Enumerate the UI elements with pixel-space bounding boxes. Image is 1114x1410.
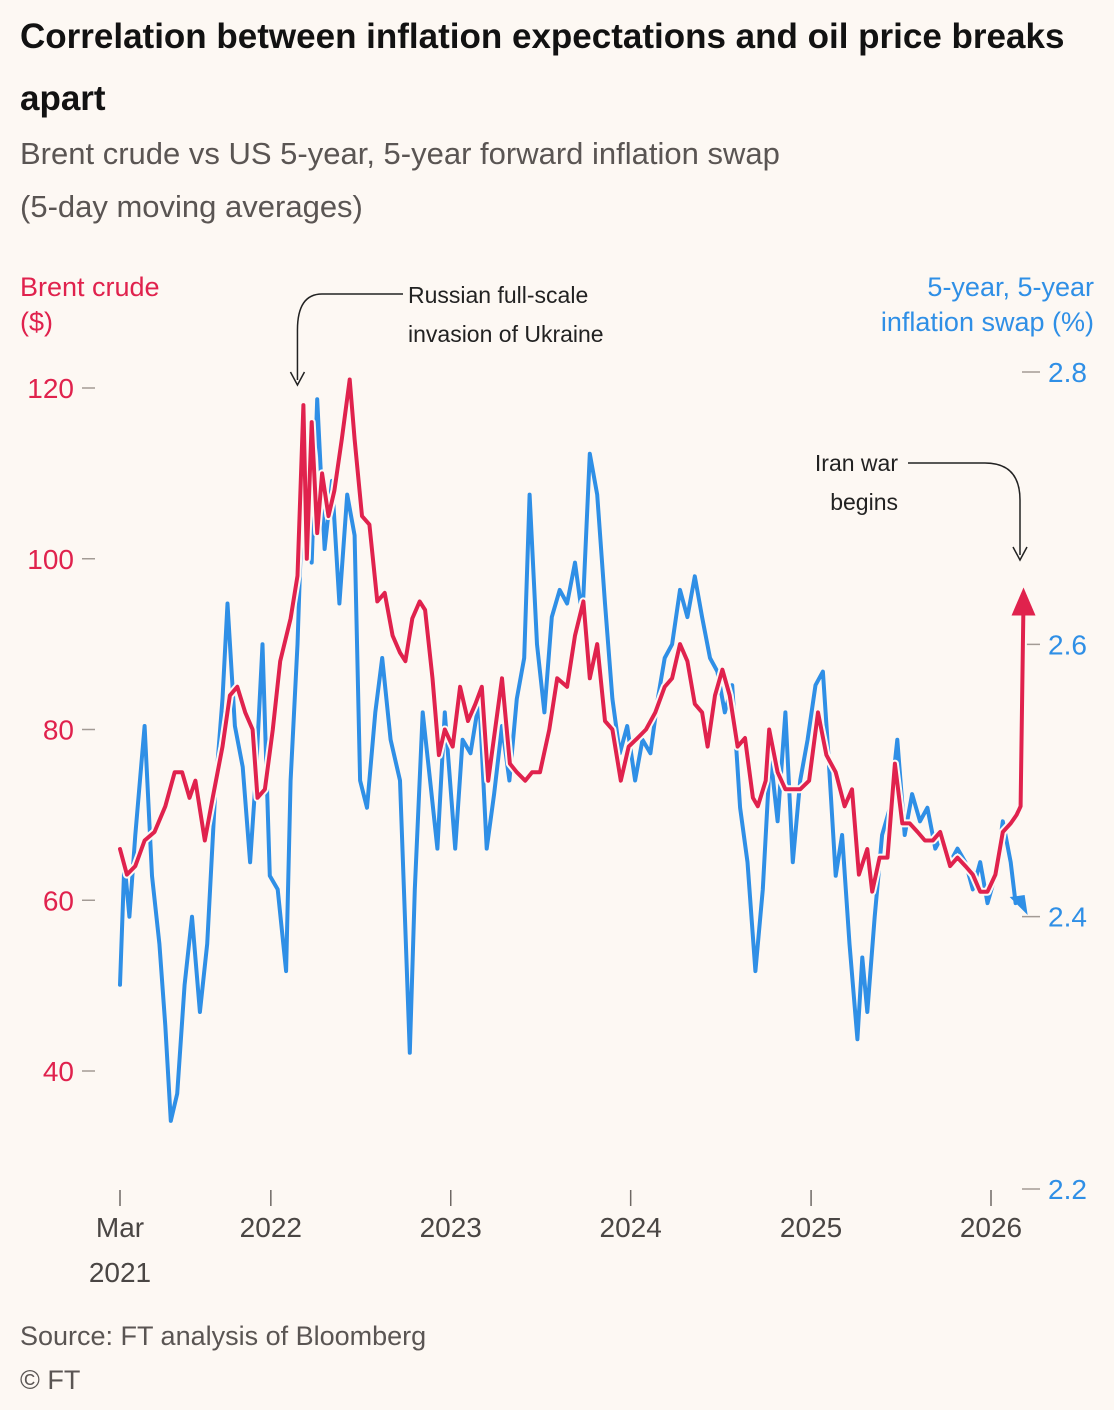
x-axis-tick-label: 2024 [600, 1212, 662, 1243]
copyright-note: © FT [20, 1365, 81, 1395]
annotation-ukraine-line-2: invasion of Ukraine [408, 321, 604, 347]
axis-ticks: 40 60 80 100 120 2.2 2.4 2.6 2.8 Mar 2021 2022 2023 2… [27, 357, 1087, 1288]
right-axis-tick-label: 2.2 [1048, 1174, 1087, 1205]
left-axis-tick-label: 80 [43, 715, 74, 746]
annotation-ukraine-line-1: Russian full-scale [408, 282, 588, 308]
source-note: Source: FT analysis of Bloomberg [20, 1321, 427, 1351]
annotation-iran-line-2: begins [830, 489, 898, 515]
left-axis-tick-label: 40 [43, 1056, 74, 1087]
right-axis-tick-label: 2.8 [1048, 357, 1087, 388]
subtitle-line-1: Brent crude vs US 5-year, 5-year forward… [20, 136, 780, 171]
chart-title: Correlation between inflation expectatio… [20, 17, 1065, 118]
brent-line [118, 377, 1026, 894]
subtitle-line-2: (5-day moving averages) [20, 189, 363, 224]
left-axis-tick-label: 100 [27, 544, 74, 575]
annotation-ukraine-arrowhead [289, 371, 306, 387]
annotation-ukraine-arrow [296, 293, 403, 380]
right-axis-tick-label: 2.6 [1048, 629, 1087, 660]
brent-line-arrowhead [1011, 587, 1036, 616]
left-axis-tick-label: 120 [27, 373, 74, 404]
annotations: Russian full-scale invasion of Ukraine Ira… [289, 282, 1028, 562]
right-axis-title-line-2: inflation swap (%) [880, 307, 1094, 337]
chart-plot: 40 60 80 100 120 2.2 2.4 2.6 2.8 Mar 2021 2022 2023 2… [27, 282, 1087, 1288]
x-axis-tick-label: 2023 [420, 1212, 482, 1243]
swap-line-arrowhead [1009, 895, 1028, 916]
swap-line [118, 397, 1018, 1123]
annotation-iran-arrowhead [1012, 546, 1028, 562]
x-axis-tick-label: Mar [96, 1212, 144, 1243]
x-axis-tick-label: 2025 [780, 1212, 842, 1243]
right-axis-tick-label: 2.4 [1048, 902, 1087, 933]
right-axis-title-line-1: 5-year, 5-year [927, 272, 1094, 302]
chart-subtitle: Brent crude vs US 5-year, 5-year forward… [20, 127, 1020, 233]
series-lines [116, 375, 1036, 1125]
right-axis-title: 5-year, 5-year inflation swap (%) [881, 270, 1094, 340]
left-axis-title-line-1: Brent crude [20, 272, 160, 302]
annotation-iran-arrow [908, 462, 1021, 555]
x-axis-tick-label-year: 2021 [89, 1257, 151, 1288]
left-axis-title: Brent crude ($) [20, 270, 160, 340]
left-axis-title-line-2: ($) [20, 307, 53, 337]
left-axis-tick-label: 60 [43, 885, 74, 916]
x-axis-tick-label: 2022 [240, 1212, 302, 1243]
x-axis-tick-label: 2026 [960, 1212, 1022, 1243]
annotation-iran-line-1: Iran war [815, 450, 898, 476]
